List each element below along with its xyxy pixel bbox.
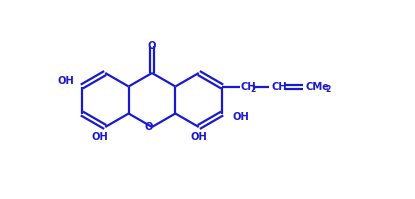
Text: OH: OH <box>57 75 74 86</box>
Text: OH: OH <box>190 132 207 142</box>
Text: OH: OH <box>92 132 109 142</box>
Text: CH: CH <box>271 82 287 92</box>
Text: CMe: CMe <box>305 82 329 92</box>
Text: 2: 2 <box>250 85 255 94</box>
Text: O: O <box>148 41 156 51</box>
Text: 2: 2 <box>325 85 330 94</box>
Text: CH: CH <box>240 82 256 92</box>
Text: O: O <box>145 122 153 132</box>
Text: OH: OH <box>232 112 249 123</box>
